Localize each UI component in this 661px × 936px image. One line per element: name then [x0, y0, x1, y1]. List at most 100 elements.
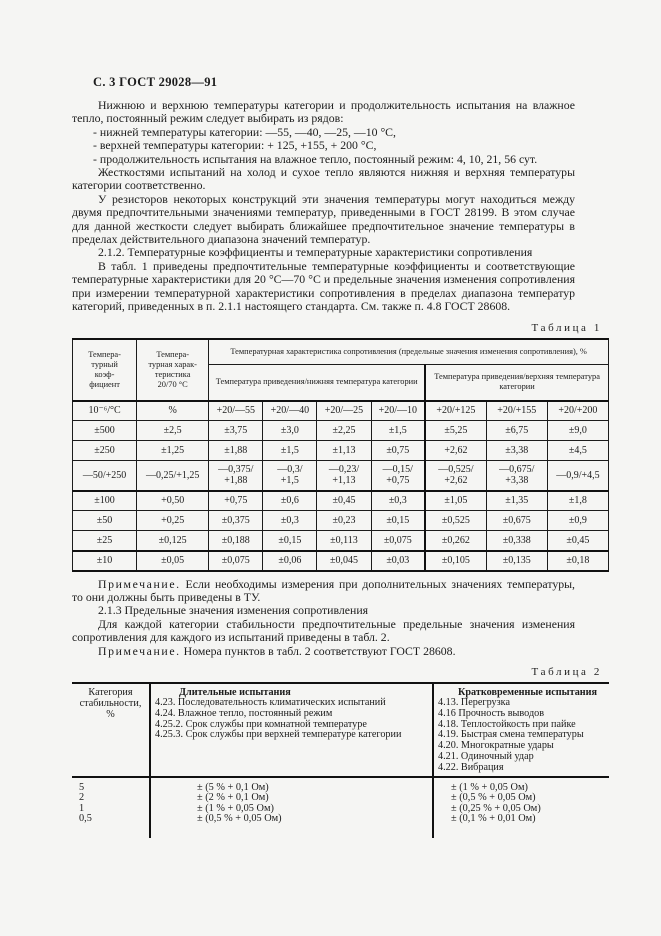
table-cell: ±0,75 [370, 440, 426, 461]
column-group-header: Температура приведения/верхняя температу… [424, 364, 610, 402]
paragraph: В табл. 1 приведены предпочтительные тем… [72, 258, 575, 314]
paragraph: Жесткостями испытаний на холод и сухое т… [72, 165, 575, 193]
table-cell: ±3,75 [208, 420, 264, 441]
table-cell: ±0,45 [546, 530, 610, 552]
list-item: 4.25.2. Срок службы при комнатной темпер… [155, 718, 367, 730]
section-heading: 2.1.3 Предельные значения изменения сопр… [98, 603, 369, 618]
column-header: Температурная характеристика сопротивлен… [208, 338, 609, 365]
column-header: Кратковременные испытания 4.13. Перегруз… [432, 682, 609, 778]
table-cell: 5 [79, 781, 85, 793]
table-cell: ±1,88 [208, 440, 264, 461]
table-cell: ±0,06 [262, 550, 318, 571]
column-header: Длительные испытания 4.23. Последователь… [149, 682, 433, 778]
table-cell: ±0,113 [316, 530, 372, 552]
list-item: 4.25.3. Срок службы при верхней температ… [155, 729, 402, 741]
table-cell: +2,62 [424, 440, 487, 461]
table-cell: ±1,05 [424, 490, 487, 511]
table-cell: —0,23/ +1,13 [316, 460, 372, 492]
table-cell: ±1,35 [485, 490, 548, 511]
table-cell: ±0,045 [316, 550, 372, 571]
table-cell: ±0,3 [370, 490, 426, 511]
table-cell: ± (5 % + 0,1 Ом) [149, 776, 433, 794]
table-cell: ±0,675 [485, 510, 548, 531]
table-cell: ±1,5 [370, 420, 426, 441]
table-cell: ±0,105 [424, 550, 487, 571]
list-item: 4.21. Одиночный удар [438, 750, 534, 762]
note-paragraph: Примечание. Если необходимы измерения пр… [72, 577, 575, 605]
unit-cell: +20/—55 [208, 400, 264, 421]
note-label: Примечание. [98, 643, 181, 658]
list-item: 4.24. Влажное тепло, постоянный режим [155, 707, 333, 719]
unit-cell: % [136, 400, 210, 421]
table-cell: ±0,45 [316, 490, 372, 511]
table-cell: —0,3/ +1,5 [262, 460, 318, 492]
table-cell: —0,525/ +2,62 [424, 460, 487, 492]
table-cell: ±1,5 [262, 440, 318, 461]
page-content: С. 3 ГОСТ 29028—91 Нижнюю и верхнюю темп… [71, 75, 610, 838]
note-text: Номера пунктов в табл. 2 соответствуют Г… [180, 643, 456, 658]
table-cell: ±0,15 [370, 510, 426, 531]
list-item: - верхней температуры категории: + 125, … [93, 138, 377, 153]
list-item: 4.19. Быстрая смена температуры [438, 729, 584, 741]
table-cell: 0,5 [79, 813, 92, 825]
table-cell: ± (0,1 % + 0,01 Ом) [432, 814, 609, 838]
list-item: - нижней температуры категории: —55, —40… [93, 124, 396, 139]
column-title: Длительные испытания [179, 686, 291, 698]
table-cell: —0,675/ +3,38 [485, 460, 548, 492]
unit-cell: +20/—40 [262, 400, 318, 421]
table1: Темпера- турный коэф- фициент Темпера- т… [71, 337, 610, 572]
unit-cell: 10⁻⁶/°С [71, 400, 138, 421]
table-cell: +0,25 [136, 510, 210, 531]
table-cell: ±100 [71, 490, 138, 511]
table-cell: ±0,03 [370, 550, 426, 571]
table-cell: ±0,05 [136, 550, 210, 571]
table-cell: ±0,188 [208, 530, 264, 552]
unit-cell: +20/+200 [546, 400, 610, 421]
table-cell: ±4,5 [546, 440, 610, 461]
table-cell: ±10 [71, 550, 138, 571]
table-cell: ±0,15 [262, 530, 318, 552]
table-cell: ± (1 % + 0,05 Ом) [432, 776, 609, 794]
list-item: 4.22. Вибрация [438, 761, 504, 773]
table-cell: ± (1 % + 0,05 Ом) [149, 803, 433, 815]
column-title: Кратковременные испытания [458, 686, 598, 698]
table-cell: —0,9/+4,5 [546, 460, 610, 492]
table-cell: ±0,075 [208, 550, 264, 571]
table-cell: ±0,135 [485, 550, 548, 571]
list-item: 4.23. Последовательность климатических и… [155, 696, 386, 708]
table-cell: ±1,13 [316, 440, 372, 461]
table-cell: ±0,9 [546, 510, 610, 531]
table-cell: ±0,262 [424, 530, 487, 552]
table-cell: 2 [79, 792, 85, 804]
table-cell: ± (2 % + 0,1 Ом) [149, 793, 433, 804]
list-item: 4.20. Многократные удары [438, 740, 554, 752]
table-cell: ±0,525 [424, 510, 487, 531]
table2: Категория стабильности, % Длительные исп… [72, 681, 609, 838]
column-header: Темпера- турный коэф- фициент [71, 338, 138, 402]
paragraph: У резисторов некоторых конструкций эти з… [72, 191, 575, 247]
table-cell: ±6,75 [485, 420, 548, 441]
table-cell: +0,75 [208, 490, 264, 511]
list-item: 4.16 Прочность выводов [438, 707, 545, 719]
table2-label: Таблица 2 [531, 665, 602, 678]
table-cell: ±50 [71, 510, 138, 531]
section-heading: 2.1.2. Температурные коэффициенты и темп… [98, 245, 533, 260]
table-cell: ± (0,5 % + 0,05 Ом) [149, 814, 433, 838]
table-cell: —0,25/+1,25 [136, 460, 210, 492]
table-cell: ±0,075 [370, 530, 426, 552]
table-cell: ±0,125 [136, 530, 210, 552]
list-item: - продолжительность испытания на влажное… [93, 151, 538, 166]
table-cell: ±25 [71, 530, 138, 552]
column-header: Категория стабильности, % [72, 682, 150, 778]
table-cell: ±0,375 [208, 510, 264, 531]
table-cell: ±1,25 [136, 440, 210, 461]
paragraph: Нижнюю и верхнюю температуры категории и… [72, 98, 575, 126]
unit-cell: +20/—10 [370, 400, 426, 421]
body-text: Нижнюю и верхнюю температуры категории и… [72, 98, 575, 314]
table-cell: ±2,5 [136, 420, 210, 441]
unit-cell: +20/—25 [316, 400, 372, 421]
table-cell: +0,50 [136, 490, 210, 511]
table-cell: ±0,18 [546, 550, 610, 571]
table-cell: ±0,338 [485, 530, 548, 552]
table-cell: ±1,8 [546, 490, 610, 511]
